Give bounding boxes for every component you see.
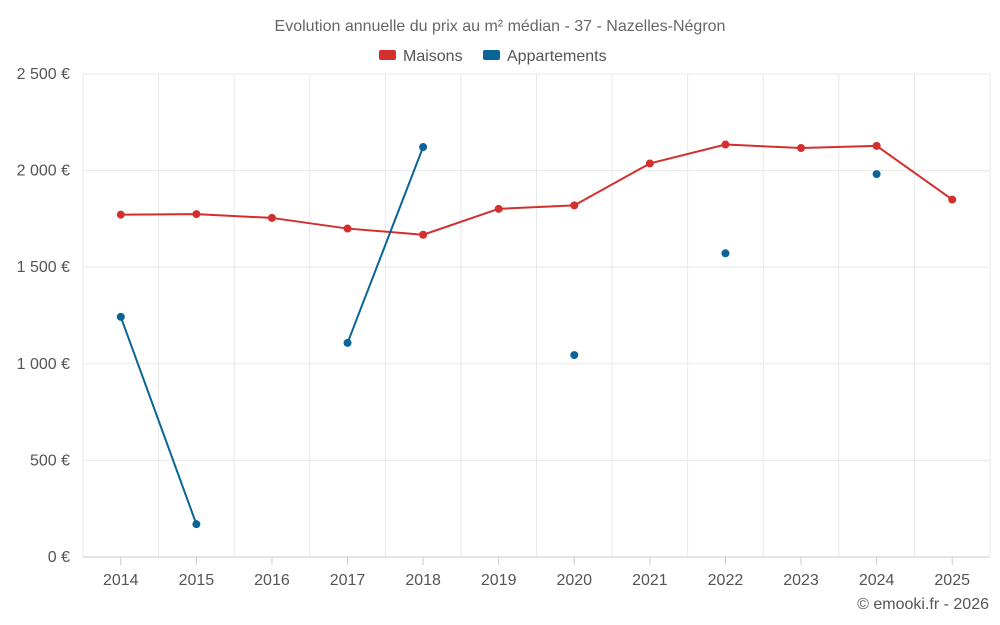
data-point-maisons[interactable] [116,210,125,219]
series-maisons [116,140,957,239]
x-tick-label: 2023 [783,572,819,589]
x-tick-label: 2022 [708,572,744,589]
y-tick-label: 500 € [30,452,70,469]
y-tick-label: 2 000 € [17,163,70,180]
grid [82,73,991,557]
series-line-maisons [119,143,954,236]
data-point-maisons[interactable] [948,195,957,204]
y-tick-label: 2 500 € [17,66,70,83]
x-tick-label: 2020 [556,572,592,589]
x-tick-label: 2018 [405,572,441,589]
data-point-maisons[interactable] [267,213,276,222]
legend-item-appartements[interactable]: Appartements [483,48,607,65]
data-point-appartements[interactable] [343,338,352,347]
x-tick-label: 2014 [103,572,139,589]
legend-swatch-appartements [483,50,500,60]
y-tick-label: 0 € [48,549,70,566]
y-tick-label: 1 000 € [17,356,70,373]
data-point-appartements[interactable] [116,312,125,321]
data-point-maisons[interactable] [419,230,428,239]
x-tick-label: 2016 [254,572,290,589]
legend-swatch-maisons [379,50,396,60]
data-point-maisons[interactable] [494,204,503,213]
legend-label-appartements: Appartements [507,48,607,65]
data-point-maisons[interactable] [192,210,201,219]
data-point-maisons[interactable] [570,201,579,210]
legend-label-maisons: Maisons [403,48,463,65]
y-tick-label: 1 500 € [17,259,70,276]
data-point-maisons[interactable] [721,140,730,149]
chart-title: Evolution annuelle du prix au m² médian … [275,18,726,35]
data-point-maisons[interactable] [797,143,806,152]
series-layer [116,140,957,529]
legend: Maisons Appartements [379,48,607,65]
data-point-appartements[interactable] [872,170,881,179]
x-tick-label: 2025 [934,572,970,589]
x-tick-label: 2015 [179,572,215,589]
series-line-appartements [119,315,198,526]
y-axis-ticks: 0 € 500 € 1 000 € 1 500 € 2 000 € 2 500 € [17,66,70,566]
data-point-maisons[interactable] [343,224,352,233]
x-tick-label: 2017 [330,572,366,589]
series-line-appartements [346,146,425,344]
data-point-appartements[interactable] [192,520,201,529]
legend-item-maisons[interactable]: Maisons [379,48,463,65]
x-tick-label: 2021 [632,572,668,589]
data-point-appartements[interactable] [570,351,579,360]
credit-text: © emooki.fr - 2026 [857,596,989,613]
x-tick-label: 2019 [481,572,517,589]
series-appartements [116,143,881,529]
x-axis-ticks: 2014 2015 2016 2017 2018 2019 2020 2021 2022 2023… [103,557,970,589]
data-point-maisons[interactable] [872,141,881,150]
x-tick-label: 2024 [859,572,895,589]
data-point-appartements[interactable] [419,143,428,152]
data-point-appartements[interactable] [721,249,730,258]
data-point-maisons[interactable] [645,159,654,168]
